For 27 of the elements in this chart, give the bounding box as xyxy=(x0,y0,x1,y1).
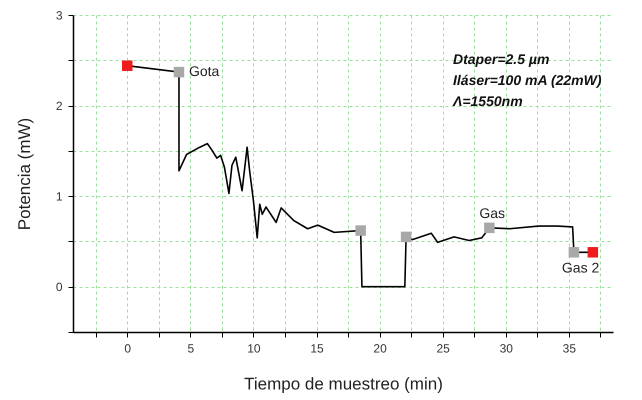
x-tick-label: 20 xyxy=(373,342,388,356)
annotation: Gas 2 xyxy=(562,259,600,276)
point xyxy=(174,66,184,78)
point xyxy=(122,60,132,71)
point xyxy=(484,222,495,234)
x-tick-label: 5 xyxy=(187,342,194,356)
point xyxy=(568,247,580,258)
y-tick-label: 2 xyxy=(56,99,63,114)
x-tick-label: 10 xyxy=(247,342,261,356)
point xyxy=(588,247,598,258)
x-tick-label: 15 xyxy=(310,342,324,356)
annotation: Λ=1550nm xyxy=(452,93,523,109)
y-axis-title: Potencia (mW) xyxy=(14,118,34,230)
annotation: Gota xyxy=(188,63,220,80)
x-axis-title: Tiempo de muestreo (min) xyxy=(244,374,443,394)
y-tick-label: 3 xyxy=(56,8,63,22)
point xyxy=(355,225,366,236)
x-tick-label: 30 xyxy=(500,342,514,356)
annotation: Dtaper=2.5 µm xyxy=(453,51,550,67)
y-tick-label: 1 xyxy=(56,190,63,204)
x-tick-label: 35 xyxy=(562,342,576,356)
annotation: Gas xyxy=(479,204,506,221)
point xyxy=(400,232,412,242)
x-tick-label: 0 xyxy=(124,342,132,356)
annotation: Iláser=100 mA (22mW) xyxy=(453,72,602,88)
y-tick-label: 0 xyxy=(56,280,63,294)
x-tick-label: 25 xyxy=(436,342,450,356)
